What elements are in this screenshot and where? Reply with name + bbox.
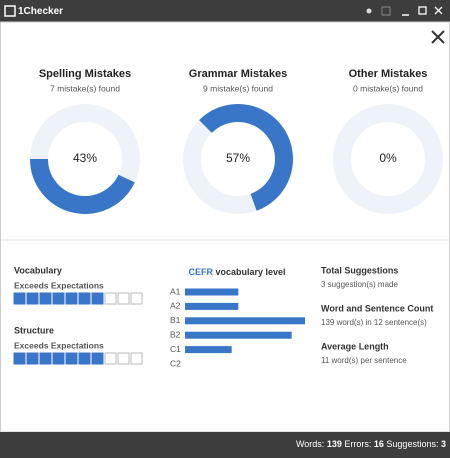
suggestions-label: Suggestions: — [386, 439, 438, 449]
errors-count: 16 — [374, 439, 384, 449]
cefr-title-text: vocabulary level — [215, 267, 285, 277]
stat-title: Total Suggestions — [321, 265, 398, 275]
stat-text: 3 suggestion(s) made — [321, 280, 398, 289]
cefr-bar — [185, 302, 239, 310]
level-rating: Exceeds Expectations — [14, 340, 104, 350]
close-button[interactable] — [431, 30, 445, 44]
level-square-filled — [13, 352, 26, 365]
donut-title: Grammar Mistakes — [189, 68, 287, 80]
stat-title: Average Length — [321, 341, 389, 351]
statusbar — [0, 432, 450, 458]
stat-title: Word and Sentence Count — [321, 303, 433, 313]
level-title: Structure — [14, 325, 54, 335]
suggestions-count: 3 — [441, 439, 446, 449]
level-square-filled — [26, 292, 39, 305]
cefr-label: A1 — [170, 286, 181, 296]
stat-text: 11 word(s) per sentence — [321, 356, 407, 365]
level-square-filled — [91, 352, 104, 365]
level-square-filled — [91, 292, 104, 305]
maximize-button[interactable] — [418, 6, 427, 15]
cefr-title: CEFR vocabulary level — [188, 267, 285, 277]
level-square-filled — [78, 292, 91, 305]
cefr-label: B1 — [170, 315, 181, 325]
level-square-filled — [39, 292, 52, 305]
donut-label: 57% — [226, 151, 250, 165]
level-square-filled — [39, 352, 52, 365]
cefr-bar — [185, 288, 239, 296]
donut-track — [333, 104, 443, 214]
window-close-button[interactable] — [434, 6, 443, 15]
level-square-empty — [117, 292, 130, 305]
level-square-filled — [65, 352, 78, 365]
donut-subtitle: 9 mistake(s) found — [203, 83, 273, 93]
level-rating: Exceeds Expectations — [14, 280, 104, 290]
cefr-label: B2 — [170, 329, 181, 339]
words-count: 139 — [327, 439, 342, 449]
cefr-label: A2 — [170, 301, 181, 311]
level-square-filled — [13, 292, 26, 305]
level-square-filled — [52, 352, 65, 365]
donut-title: Spelling Mistakes — [39, 68, 131, 80]
level-square-filled — [52, 292, 65, 305]
stat-text: 139 word(s) in 12 sentence(s) — [321, 318, 427, 327]
donut-label: 43% — [73, 151, 97, 165]
level-square-filled — [26, 352, 39, 365]
donut-arc — [30, 158, 135, 214]
words-label: Words: — [296, 439, 324, 449]
cefr-label: C1 — [170, 344, 181, 354]
level-square-empty — [130, 292, 143, 305]
app-icon — [4, 5, 16, 17]
donut-subtitle: 0 mistake(s) found — [353, 83, 423, 93]
level-square-empty — [117, 352, 130, 365]
level-square-empty — [104, 352, 117, 365]
share-button[interactable] — [366, 8, 372, 14]
cefr-highlight: CEFR — [188, 267, 213, 277]
donut-arc — [199, 104, 293, 211]
level-square-filled — [65, 292, 78, 305]
app-name: 1Checker — [18, 6, 63, 17]
donut-title: Other Mistakes — [349, 68, 428, 80]
cefr-bar — [185, 346, 232, 354]
level-square-empty — [130, 352, 143, 365]
menu-button[interactable] — [381, 6, 391, 16]
donut-label: 0% — [379, 151, 397, 165]
donut-subtitle: 7 mistake(s) found — [50, 83, 120, 93]
level-title: Vocabulary — [14, 265, 62, 275]
cefr-bar — [185, 317, 305, 325]
titlebar — [0, 0, 450, 22]
errors-label: Errors: — [344, 439, 371, 449]
level-square-filled — [78, 352, 91, 365]
cefr-bar — [185, 331, 292, 339]
status-text: Words: 139 Errors: 16 Suggestions: 3 — [296, 439, 446, 449]
level-square-empty — [104, 292, 117, 305]
cefr-label: C2 — [170, 358, 181, 368]
